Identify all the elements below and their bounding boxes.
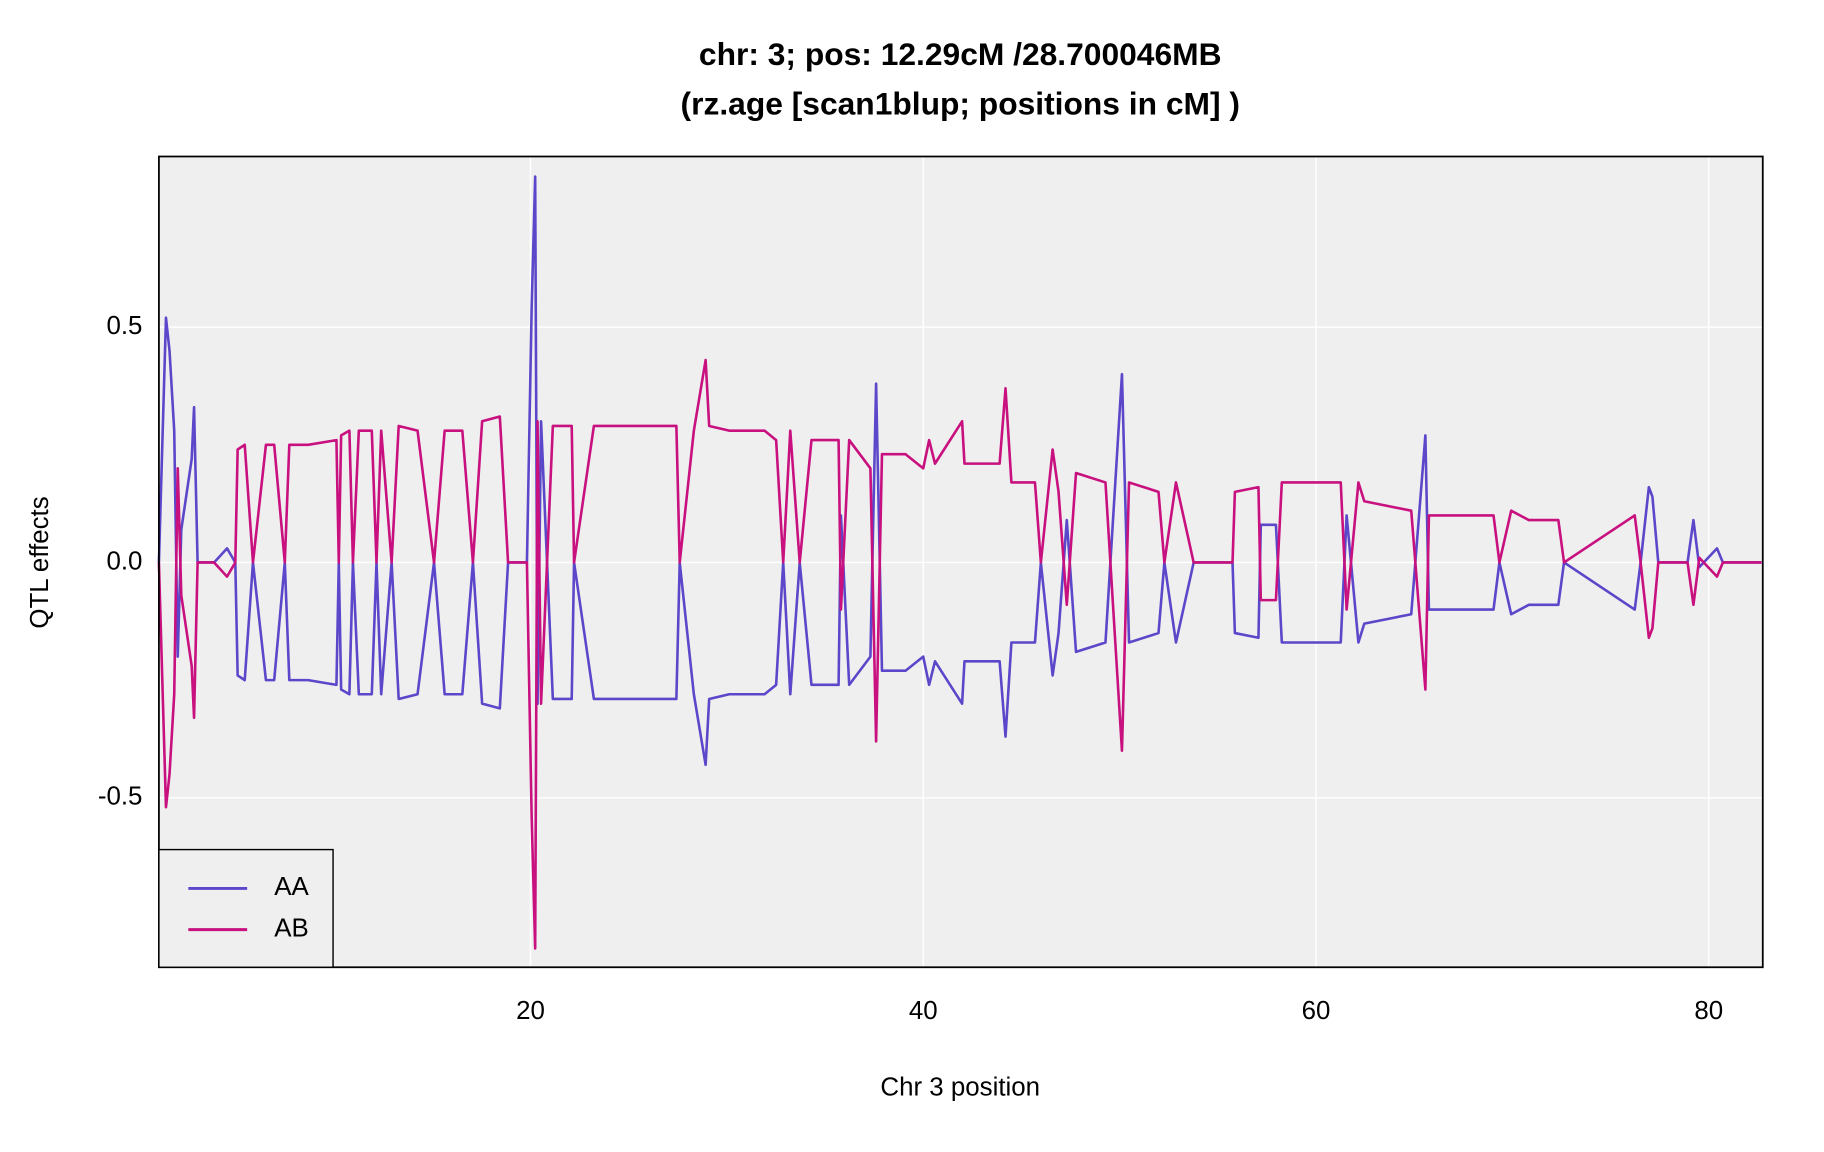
series-line xyxy=(157,175,1762,767)
chart-title: chr: 3; pos: 12.29cM /28.700046MB xyxy=(699,36,1222,72)
legend-label: AA xyxy=(274,873,309,901)
y-tick-label: -0.5 xyxy=(98,783,143,811)
x-tick-label: 20 xyxy=(516,997,545,1025)
y-tick-label: 0.5 xyxy=(106,312,142,340)
series-line xyxy=(157,358,1762,950)
legend: AA AB xyxy=(158,848,334,968)
y-tick-label: 0.0 xyxy=(106,547,142,575)
y-axis-label: QTL effects xyxy=(26,496,54,628)
chart-title: (rz.age [scan1blup; positions in cM] ) xyxy=(681,85,1240,121)
grid xyxy=(158,156,1763,968)
axes: -0.5 0.0 0.5 20 40 60 80 xyxy=(98,312,1723,1025)
x-tick-label: 60 xyxy=(1302,997,1331,1025)
x-tick-label: 40 xyxy=(909,997,938,1025)
legend-label: AB xyxy=(274,914,309,942)
x-axis-label: Chr 3 position xyxy=(880,1073,1040,1101)
x-tick-label: 80 xyxy=(1694,997,1723,1025)
lines xyxy=(157,175,1762,950)
legend-box xyxy=(158,848,334,968)
plot-frame xyxy=(158,155,1764,969)
